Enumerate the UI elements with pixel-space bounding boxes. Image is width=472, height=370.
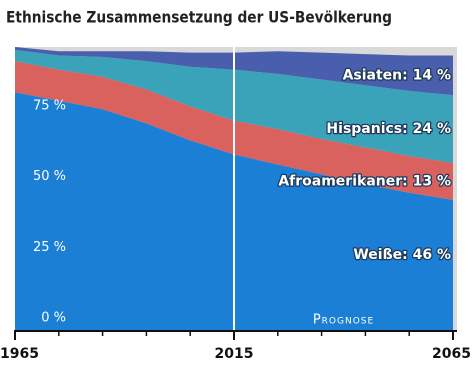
series-label: Weiße: 46 % [353,247,451,263]
y-tick-label: 25 % [33,240,66,255]
x-tick-label: 2015 [215,346,254,362]
series-label: Asiaten: 14 % [343,67,451,83]
x-tick-label: 1965 [0,346,39,362]
series-label: Hispanics: 24 % [326,121,451,137]
chart-title: Ethnische Zusammensetzung der US-Bevölke… [6,8,392,27]
y-tick-label: 0 % [41,311,66,326]
area [15,47,453,96]
forecast-label: Prognose [313,313,374,328]
series-label: Afroamerikaner: 13 % [278,173,451,189]
y-tick-label: 50 % [33,169,66,184]
x-tick-label: 2065 [432,346,471,362]
y-tick-label: 75 % [33,98,66,113]
